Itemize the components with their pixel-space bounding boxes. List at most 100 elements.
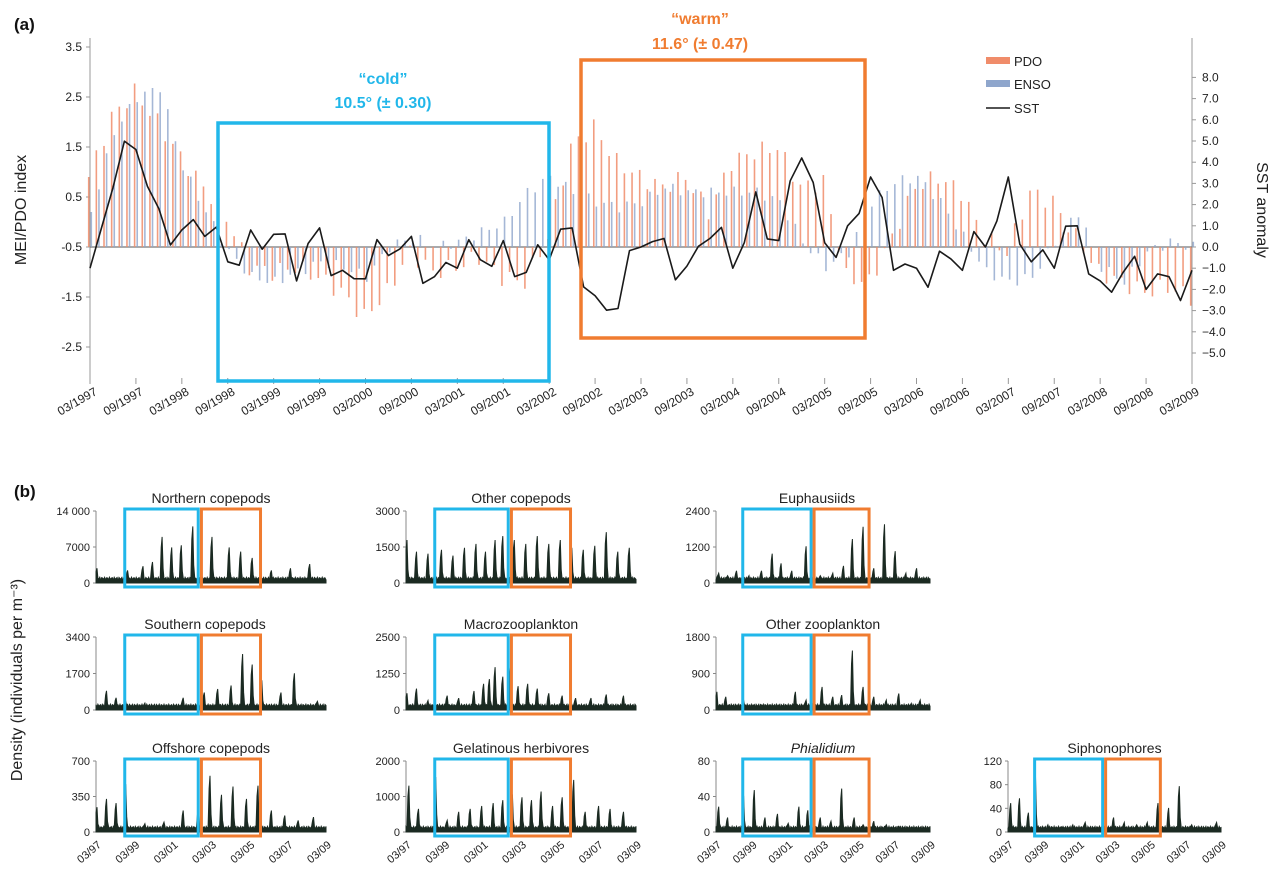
density-series [95, 775, 327, 833]
density-tick-label: 1250 [376, 669, 400, 681]
warm-period-box [199, 757, 263, 838]
density-series [1007, 776, 1222, 833]
legend-swatch-pdo [986, 57, 1010, 64]
density-tick-label: 1800 [686, 632, 710, 644]
warm-period-box [509, 633, 573, 716]
density-series [405, 776, 637, 833]
right-axis-title: SST anomaly [1253, 162, 1270, 258]
density-tick-label: 700 [72, 756, 90, 768]
density-tick-label: 40 [990, 803, 1002, 815]
density-tick-label: 0 [84, 827, 90, 839]
density-tick-label: 80 [698, 756, 710, 768]
density-tick-label: 2000 [376, 756, 400, 768]
density-panel-title: Southern copepods [144, 616, 265, 632]
right-axis-ticks: 8.0 7.0 6.0 5.0 4.0 3.0 2.0 1.0 0.0 −1.0 −2.0 −3.0 −… [1192, 70, 1226, 360]
density-panel-title: Other copepods [471, 490, 571, 506]
density-tick-label: 3000 [376, 506, 400, 518]
cold-period-temperature: 10.5° (± 0.30) [334, 95, 431, 112]
density-tick-label: 1700 [66, 669, 90, 681]
density-panel-title: Macrozooplankton [464, 616, 578, 632]
cold-period-box [1033, 757, 1105, 838]
left-tick-label: -1.5 [61, 290, 82, 304]
density-panel-title: Euphausiids [779, 490, 855, 506]
density-series [405, 667, 637, 711]
left-tick-label: -0.5 [61, 240, 82, 254]
density-tick-label: 350 [72, 792, 90, 804]
density-panel: 0 1200 2400 Euphausiids [686, 490, 931, 590]
density-tick-label: 2500 [376, 632, 400, 644]
cold-period-box [216, 121, 551, 383]
left-tick-label: 1.5 [65, 140, 82, 154]
right-tick-label: −1.0 [1202, 261, 1226, 275]
left-tick-label: 0.5 [65, 190, 82, 204]
sst-line [89, 140, 1193, 312]
density-tick-label: 1000 [376, 792, 400, 804]
right-tick-label: 6.0 [1202, 113, 1219, 127]
left-tick-label: 2.5 [65, 90, 82, 104]
cold-period-box [123, 507, 200, 589]
density-tick-label: 900 [692, 669, 710, 681]
density-tick-label: 7000 [66, 542, 90, 554]
density-tick-label: 120 [984, 756, 1002, 768]
right-tick-label: 8.0 [1202, 70, 1219, 84]
sst-line-group [89, 140, 1193, 312]
density-series [95, 653, 327, 711]
right-tick-label: 7.0 [1202, 92, 1219, 106]
right-tick-label: 1.0 [1202, 219, 1219, 233]
cold-period-box [741, 757, 813, 838]
warm-period-temperature: 11.6° (± 0.47) [652, 36, 748, 53]
cold-period-box [741, 507, 813, 589]
right-tick-label: −4.0 [1202, 325, 1226, 339]
legend-label-sst: SST [1014, 101, 1039, 116]
density-series [715, 650, 931, 711]
warm-period-box [509, 757, 573, 838]
density-tick-label: 0 [394, 578, 400, 590]
left-tick-label: 3.5 [65, 40, 82, 54]
density-series [715, 788, 931, 833]
density-tick-label: 0 [84, 705, 90, 717]
right-tick-label: −5.0 [1202, 346, 1226, 360]
density-panel: 0 1250 2500 Macrozooplankton [376, 616, 637, 717]
right-tick-label: 2.0 [1202, 198, 1219, 212]
warm-period-box [1104, 757, 1162, 838]
density-panel: 0 1500 3000 Other copepods [376, 490, 637, 590]
density-tick-label: 3400 [66, 632, 90, 644]
cold-period-box [123, 633, 200, 716]
legend: PDO ENSO SST [986, 54, 1051, 116]
left-axis-ticks: 3.5 2.5 1.5 0.5 -0.5 -1.5 -2.5 [61, 40, 90, 354]
warm-period-box [509, 507, 573, 589]
legend-label-enso: ENSO [1014, 77, 1051, 92]
density-tick-label: 80 [990, 780, 1002, 792]
density-tick-label: 1200 [686, 542, 710, 554]
right-tick-label: 3.0 [1202, 176, 1219, 190]
warm-period-box [812, 633, 871, 716]
density-panel-title: Gelatinous herbivores [453, 740, 589, 756]
density-tick-label: 0 [704, 578, 710, 590]
density-tick-label: 2400 [686, 506, 710, 518]
density-tick-label: 0 [84, 578, 90, 590]
left-axis-title: MEI/PDO index [13, 155, 30, 265]
cold-period: “cold” 10.5° (± 0.30) [216, 71, 551, 383]
right-tick-label: −2.0 [1202, 282, 1226, 296]
warm-period-label: “warm” [671, 11, 729, 28]
warm-period-box [199, 507, 263, 589]
warm-period-box [579, 58, 867, 340]
density-tick-label: 1500 [376, 542, 400, 554]
density-panel: 0 7000 14 000 Northern copepods [56, 490, 327, 590]
panel-b-letter: (b) [14, 482, 36, 501]
density-tick-label: 0 [394, 827, 400, 839]
density-tick-label: 0 [704, 705, 710, 717]
density-tick-label: 0 [704, 827, 710, 839]
density-panel-title: Siphonophores [1067, 740, 1161, 756]
right-tick-label: −3.0 [1202, 304, 1226, 318]
cold-period-label: “cold” [359, 71, 408, 88]
cold-period-box [433, 507, 510, 589]
density-panel: 0 1700 3400 Southern copepods [66, 616, 327, 717]
density-panel-title: Other zooplankton [766, 616, 880, 632]
density-axis-title: Density (individuals per m⁻³) [9, 579, 26, 781]
warm-period-box [199, 633, 263, 716]
density-panel-title: Offshore copepods [152, 740, 270, 756]
legend-label-pdo: PDO [1014, 54, 1042, 69]
